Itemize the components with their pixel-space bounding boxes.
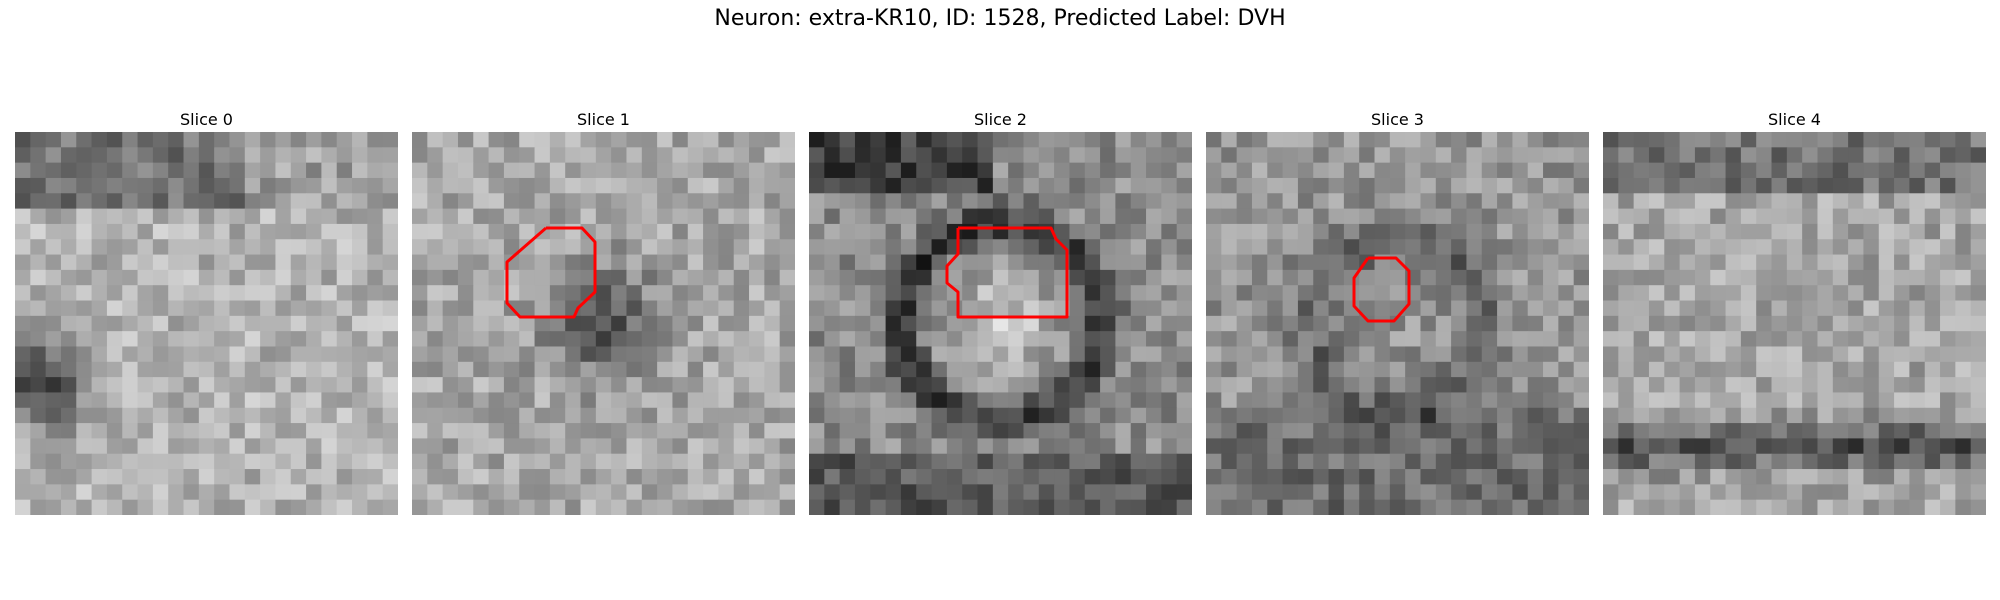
slice-panel-2: Slice 2 [809,108,1192,515]
slice-image [1603,132,1986,515]
roi-outline [945,226,1069,319]
slice-image [1206,132,1589,515]
slice-panel-3: Slice 3 [1206,108,1589,515]
figure-title: Neuron: extra-KR10, ID: 1528, Predicted … [714,6,1286,31]
slice-title: Slice 3 [1371,110,1424,129]
slice-image [809,132,1192,515]
roi-outline [1352,256,1411,323]
slice-image [15,132,398,515]
slice-panel-1: Slice 1 [412,108,795,515]
slice-panel-4: Slice 4 [1603,108,1986,515]
roi-outline [505,226,597,319]
slice-title: Slice 0 [180,110,233,129]
slice-title: Slice 4 [1768,110,1821,129]
slice-panel-0: Slice 0 [15,108,398,515]
slice-title: Slice 2 [974,110,1027,129]
slice-image [412,132,795,515]
slice-title: Slice 1 [577,110,630,129]
